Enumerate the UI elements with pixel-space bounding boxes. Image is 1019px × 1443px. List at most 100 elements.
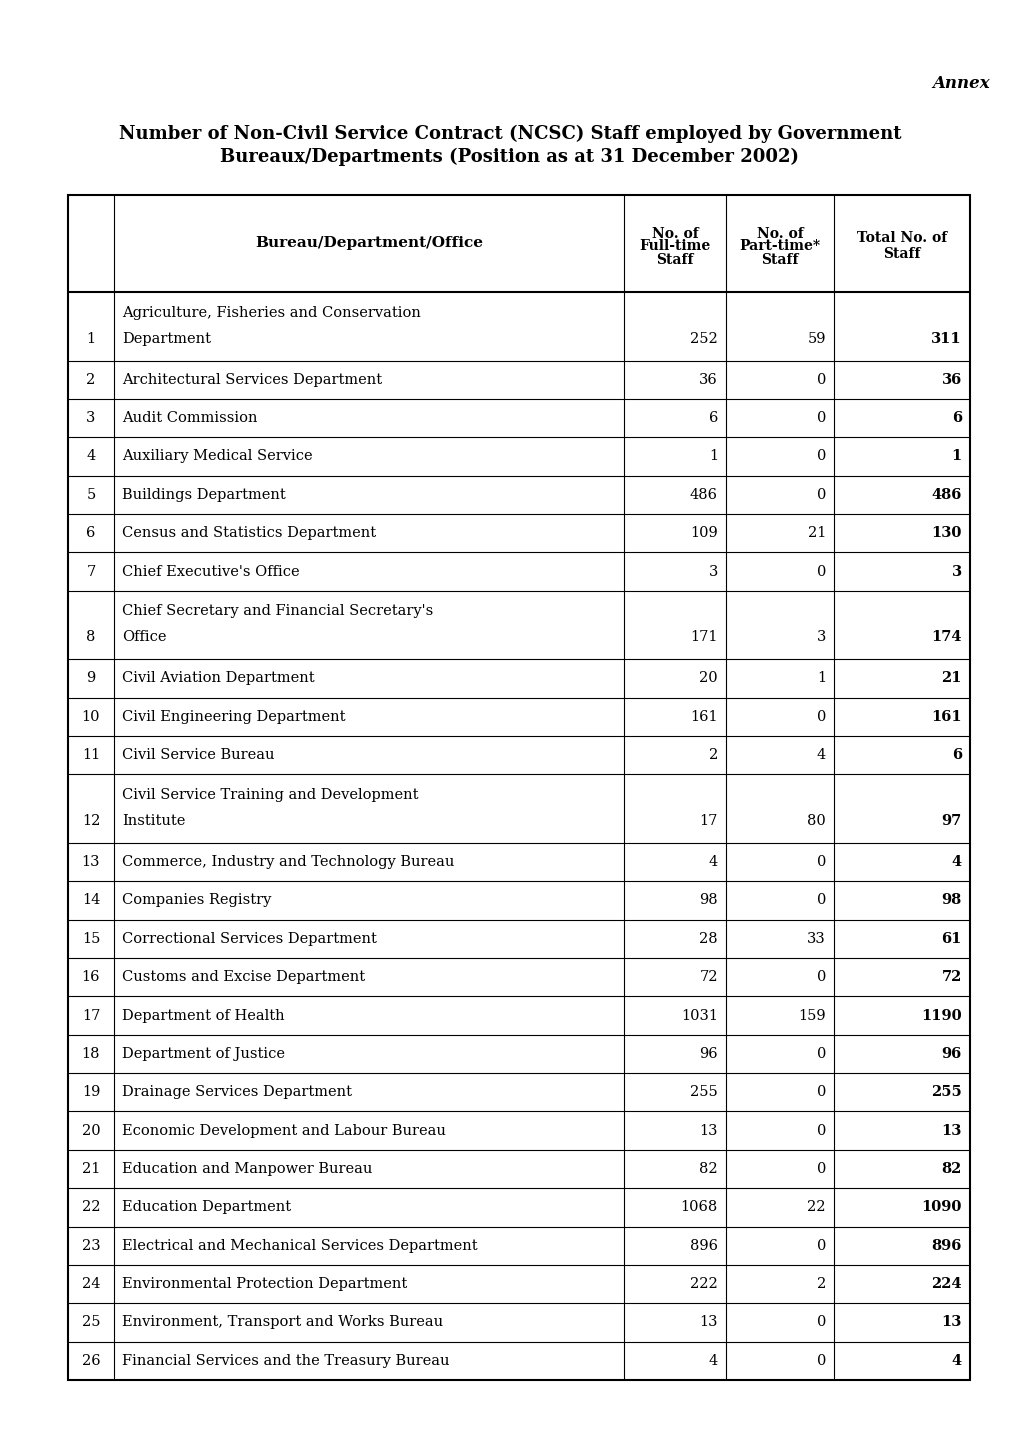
- Text: 21: 21: [82, 1162, 100, 1176]
- Text: 22: 22: [82, 1201, 100, 1215]
- Text: 96: 96: [699, 1046, 717, 1061]
- Text: 0: 0: [816, 372, 825, 387]
- Text: 174: 174: [930, 631, 961, 645]
- Text: 130: 130: [930, 527, 961, 540]
- Text: 6: 6: [708, 411, 717, 426]
- Text: 98: 98: [699, 893, 717, 908]
- Text: 82: 82: [699, 1162, 717, 1176]
- Text: 161: 161: [690, 710, 717, 724]
- Text: Bureaux/Departments (Position as at 31 December 2002): Bureaux/Departments (Position as at 31 D…: [220, 149, 799, 166]
- Text: 6: 6: [87, 527, 96, 540]
- Text: 8: 8: [87, 631, 96, 645]
- Text: Education and Manpower Bureau: Education and Manpower Bureau: [122, 1162, 372, 1176]
- Text: Buildings Department: Buildings Department: [122, 488, 285, 502]
- Text: 28: 28: [699, 932, 717, 945]
- Text: Office: Office: [122, 631, 166, 645]
- Text: 7: 7: [87, 564, 96, 579]
- Text: 0: 0: [816, 856, 825, 869]
- Text: Number of Non-Civil Service Contract (NCSC) Staff employed by Government: Number of Non-Civil Service Contract (NC…: [118, 126, 901, 143]
- Text: Customs and Excise Department: Customs and Excise Department: [122, 970, 365, 984]
- Text: 255: 255: [930, 1085, 961, 1100]
- Text: 311: 311: [930, 332, 961, 345]
- Text: 0: 0: [816, 1085, 825, 1100]
- Text: Staff: Staff: [760, 253, 798, 267]
- Text: 9: 9: [87, 671, 96, 685]
- Text: 16: 16: [82, 970, 100, 984]
- Text: 13: 13: [941, 1316, 961, 1329]
- Text: Financial Services and the Treasury Bureau: Financial Services and the Treasury Bure…: [122, 1354, 449, 1368]
- Text: No. of: No. of: [651, 227, 698, 241]
- Text: Auxiliary Medical Service: Auxiliary Medical Service: [122, 449, 312, 463]
- Text: Full-time: Full-time: [639, 240, 710, 254]
- Text: 1068: 1068: [680, 1201, 717, 1215]
- Text: 4: 4: [816, 747, 825, 762]
- Text: Drainage Services Department: Drainage Services Department: [122, 1085, 352, 1100]
- Text: Commerce, Industry and Technology Bureau: Commerce, Industry and Technology Bureau: [122, 856, 453, 869]
- Text: 13: 13: [699, 1316, 717, 1329]
- Text: Architectural Services Department: Architectural Services Department: [122, 372, 382, 387]
- Text: 36: 36: [699, 372, 717, 387]
- Text: 0: 0: [816, 488, 825, 502]
- Text: Department of Justice: Department of Justice: [122, 1046, 284, 1061]
- Text: 4: 4: [951, 1354, 961, 1368]
- Text: 0: 0: [816, 1124, 825, 1137]
- Text: 252: 252: [690, 332, 717, 345]
- Text: 0: 0: [816, 411, 825, 426]
- Bar: [68, 195, 969, 1380]
- Text: Civil Service Training and Development: Civil Service Training and Development: [122, 788, 418, 802]
- Text: 4: 4: [87, 449, 96, 463]
- Text: 0: 0: [816, 1162, 825, 1176]
- Text: 3: 3: [87, 411, 96, 426]
- Text: Chief Secretary and Financial Secretary's: Chief Secretary and Financial Secretary'…: [122, 605, 433, 618]
- Text: 0: 0: [816, 1354, 825, 1368]
- Text: 1: 1: [951, 449, 961, 463]
- Text: 1: 1: [87, 332, 96, 345]
- Text: 3: 3: [708, 564, 717, 579]
- Text: 2: 2: [87, 372, 96, 387]
- Text: 255: 255: [690, 1085, 717, 1100]
- Text: 222: 222: [690, 1277, 717, 1291]
- Text: 486: 486: [689, 488, 717, 502]
- Text: 896: 896: [689, 1238, 717, 1253]
- Text: Civil Aviation Department: Civil Aviation Department: [122, 671, 314, 685]
- Text: 26: 26: [82, 1354, 100, 1368]
- Text: 1: 1: [708, 449, 717, 463]
- Text: 486: 486: [930, 488, 961, 502]
- Text: 171: 171: [690, 631, 717, 645]
- Text: 13: 13: [82, 856, 100, 869]
- Text: 3: 3: [951, 564, 961, 579]
- Text: Chief Executive's Office: Chief Executive's Office: [122, 564, 300, 579]
- Text: 80: 80: [806, 814, 825, 828]
- Text: Department: Department: [122, 332, 211, 345]
- Text: Bureau/Department/Office: Bureau/Department/Office: [255, 237, 483, 251]
- Text: 109: 109: [690, 527, 717, 540]
- Text: 21: 21: [807, 527, 825, 540]
- Text: 2: 2: [816, 1277, 825, 1291]
- Text: Staff: Staff: [655, 253, 693, 267]
- Text: 24: 24: [82, 1277, 100, 1291]
- Text: 33: 33: [806, 932, 825, 945]
- Text: 1190: 1190: [920, 1009, 961, 1023]
- Text: 0: 0: [816, 564, 825, 579]
- Text: Economic Development and Labour Bureau: Economic Development and Labour Bureau: [122, 1124, 445, 1137]
- Text: 0: 0: [816, 1316, 825, 1329]
- Text: 6: 6: [951, 747, 961, 762]
- Text: 0: 0: [816, 710, 825, 724]
- Text: 10: 10: [82, 710, 100, 724]
- Text: 4: 4: [708, 856, 717, 869]
- Text: 82: 82: [941, 1162, 961, 1176]
- Text: 22: 22: [807, 1201, 825, 1215]
- Text: 17: 17: [82, 1009, 100, 1023]
- Text: 1: 1: [816, 671, 825, 685]
- Text: Institute: Institute: [122, 814, 185, 828]
- Text: 6: 6: [951, 411, 961, 426]
- Text: 159: 159: [798, 1009, 825, 1023]
- Text: 1031: 1031: [681, 1009, 717, 1023]
- Text: 161: 161: [930, 710, 961, 724]
- Text: 4: 4: [708, 1354, 717, 1368]
- Text: 3: 3: [816, 631, 825, 645]
- Text: Environmental Protection Department: Environmental Protection Department: [122, 1277, 407, 1291]
- Text: Civil Service Bureau: Civil Service Bureau: [122, 747, 274, 762]
- Text: 12: 12: [82, 814, 100, 828]
- Text: 0: 0: [816, 449, 825, 463]
